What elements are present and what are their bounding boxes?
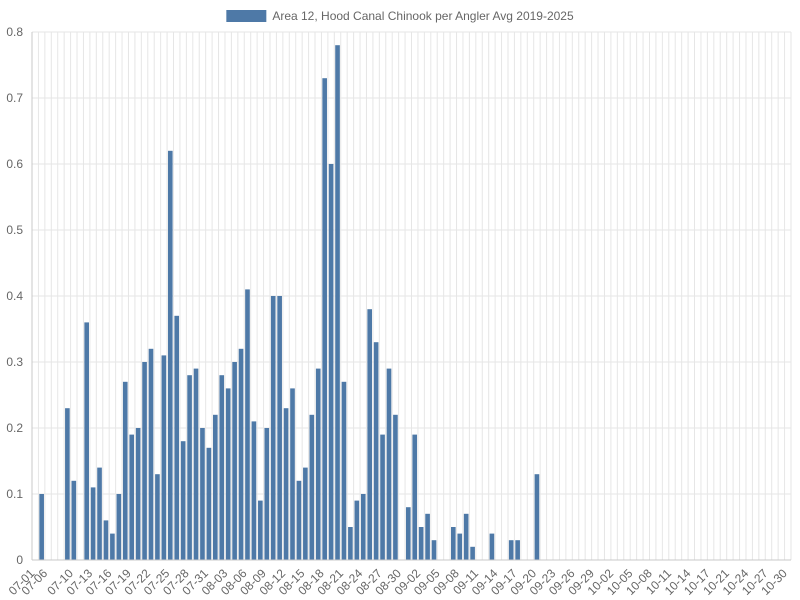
bar[interactable]: [405, 507, 411, 560]
y-tick-label: 0.1: [6, 487, 23, 501]
bar[interactable]: [393, 414, 398, 560]
bar[interactable]: [206, 447, 212, 560]
bar[interactable]: [84, 322, 89, 560]
bar[interactable]: [457, 533, 463, 560]
bar[interactable]: [97, 467, 102, 560]
y-tick-label: 0.2: [6, 421, 23, 435]
bar[interactable]: [174, 315, 180, 560]
y-tick-label: 0.8: [6, 25, 23, 39]
bar[interactable]: [270, 296, 276, 560]
bar[interactable]: [309, 414, 315, 560]
bar[interactable]: [39, 494, 44, 560]
bar[interactable]: [90, 487, 96, 560]
bar[interactable]: [65, 408, 70, 560]
bar[interactable]: [167, 150, 173, 561]
bar[interactable]: [322, 78, 327, 560]
axes: 00.10.20.30.40.50.60.70.807-0107-0607-10…: [6, 25, 791, 598]
y-tick-label: 0.6: [6, 157, 23, 171]
bar[interactable]: [135, 428, 141, 560]
bar[interactable]: [213, 414, 218, 560]
bar[interactable]: [290, 388, 295, 560]
legend[interactable]: Area 12, Hood Canal Chinook per Angler A…: [226, 9, 574, 23]
bar[interactable]: [110, 533, 115, 560]
bar[interactable]: [193, 368, 199, 560]
bar[interactable]: [187, 375, 192, 560]
bar[interactable]: [348, 527, 353, 560]
bar[interactable]: [122, 381, 128, 560]
bar[interactable]: [534, 474, 540, 560]
y-tick-label: 0.4: [6, 289, 23, 303]
bar[interactable]: [341, 381, 347, 560]
bar[interactable]: [296, 480, 302, 560]
bar[interactable]: [508, 540, 514, 560]
y-tick-label: 0.7: [6, 91, 23, 105]
bar[interactable]: [180, 441, 186, 560]
bar[interactable]: [380, 434, 385, 560]
bar[interactable]: [225, 388, 231, 560]
bar[interactable]: [219, 375, 225, 560]
bar[interactable]: [360, 494, 366, 560]
bar[interactable]: [418, 527, 424, 560]
bar[interactable]: [148, 348, 154, 560]
bar[interactable]: [303, 467, 308, 560]
bar[interactable]: [71, 480, 77, 560]
bar[interactable]: [129, 434, 135, 560]
bar[interactable]: [315, 368, 321, 560]
bar[interactable]: [277, 296, 282, 560]
bar[interactable]: [142, 362, 147, 560]
bar[interactable]: [515, 540, 520, 560]
y-tick-label: 0.3: [6, 355, 23, 369]
bar[interactable]: [367, 309, 373, 560]
bar[interactable]: [258, 500, 263, 560]
bars: [39, 45, 540, 561]
grid: [31, 31, 792, 561]
legend-label[interactable]: Area 12, Hood Canal Chinook per Angler A…: [272, 9, 574, 23]
bar[interactable]: [489, 533, 495, 560]
bar[interactable]: [425, 513, 430, 560]
bar[interactable]: [354, 500, 360, 560]
bar[interactable]: [386, 368, 392, 560]
bar[interactable]: [450, 527, 456, 560]
y-tick-label: 0: [16, 553, 23, 567]
y-tick-label: 0.5: [6, 223, 23, 237]
bar[interactable]: [412, 434, 418, 560]
bar[interactable]: [232, 362, 237, 560]
bar[interactable]: [103, 520, 109, 560]
bar[interactable]: [335, 45, 340, 560]
bar[interactable]: [373, 342, 379, 560]
bar[interactable]: [431, 540, 437, 560]
bar[interactable]: [463, 513, 469, 560]
bar[interactable]: [245, 289, 250, 560]
bar[interactable]: [251, 421, 257, 560]
bar[interactable]: [328, 164, 334, 560]
bar[interactable]: [283, 408, 289, 560]
bar[interactable]: [116, 494, 122, 560]
bar[interactable]: [155, 474, 160, 560]
legend-swatch[interactable]: [226, 10, 267, 22]
bar[interactable]: [200, 428, 205, 560]
bar[interactable]: [161, 355, 167, 560]
bar[interactable]: [470, 546, 475, 560]
bar[interactable]: [238, 348, 244, 560]
bar[interactable]: [264, 428, 270, 560]
